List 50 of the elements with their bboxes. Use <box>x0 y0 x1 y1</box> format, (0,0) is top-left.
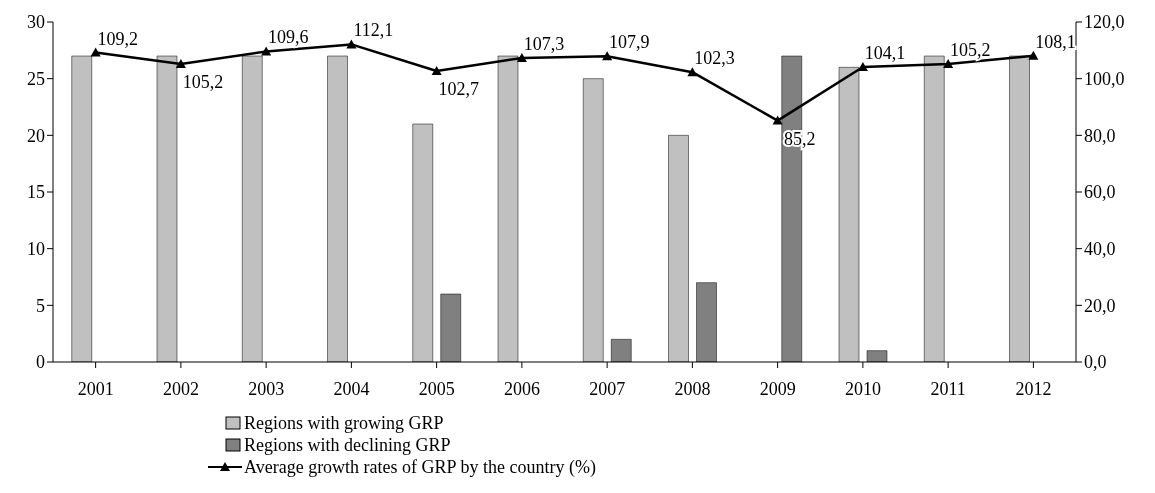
data-label: 102,7 <box>438 79 479 100</box>
data-label: 109,2 <box>97 28 138 49</box>
data-label: 102,3 <box>694 48 735 69</box>
point <box>90 47 101 57</box>
point <box>687 67 698 77</box>
point <box>943 58 954 68</box>
legend-label: Average growth rates of GRP by the country (%) <box>244 456 596 478</box>
y-tick-label: 10 <box>27 239 45 260</box>
x-tick-label: 2003 <box>248 378 285 399</box>
x-tick-label: 2006 <box>503 378 540 399</box>
y2-tick-label: 120,0 <box>1084 12 1125 33</box>
data-label: 109,6 <box>267 27 309 48</box>
y2-tick-label: 40,0 <box>1084 239 1116 260</box>
data-label: 112,1 <box>353 20 394 41</box>
x-tick-label: 2001 <box>77 378 114 399</box>
x-tick-label: 2012 <box>1015 378 1052 399</box>
legend-label: Regions with growing GRP <box>244 412 444 434</box>
y-tick-label: 25 <box>27 69 45 90</box>
x-tick-label: 2009 <box>759 378 796 399</box>
y2-tick-label: 100,0 <box>1084 69 1125 90</box>
x-tick-label: 2008 <box>674 378 711 399</box>
point <box>175 58 186 68</box>
point <box>516 52 527 62</box>
point <box>602 51 613 61</box>
y-tick-label: 20 <box>27 125 45 146</box>
y2-tick-label: 60,0 <box>1084 182 1116 203</box>
point <box>772 115 783 125</box>
point <box>431 66 442 76</box>
y-tick-label: 0 <box>36 352 45 373</box>
x-tick-label: 2010 <box>844 378 881 399</box>
x-tick-label: 2011 <box>930 378 966 399</box>
data-label: 108,1 <box>1035 31 1076 52</box>
y-tick-label: 30 <box>27 12 45 33</box>
data-label: 104,1 <box>864 43 906 64</box>
x-tick-label: 2007 <box>589 378 626 399</box>
data-label: 107,9 <box>608 32 650 53</box>
data-label: 107,3 <box>523 33 565 54</box>
point <box>1028 50 1039 60</box>
x-tick-label: 2002 <box>162 378 199 399</box>
y2-tick-label: 0,0 <box>1084 352 1107 373</box>
y2-tick-label: 80,0 <box>1084 125 1116 146</box>
y-tick-label: 5 <box>36 295 45 316</box>
y-tick-label: 15 <box>27 182 45 203</box>
legend-label: Regions with declining GRP <box>244 434 451 456</box>
x-tick-label: 2005 <box>418 378 455 399</box>
x-tick-label: 2004 <box>333 378 370 399</box>
data-label: 105,2 <box>949 39 991 60</box>
data-label: 105,2 <box>182 71 224 92</box>
point <box>346 39 357 49</box>
y2-tick-label: 20,0 <box>1084 295 1116 316</box>
